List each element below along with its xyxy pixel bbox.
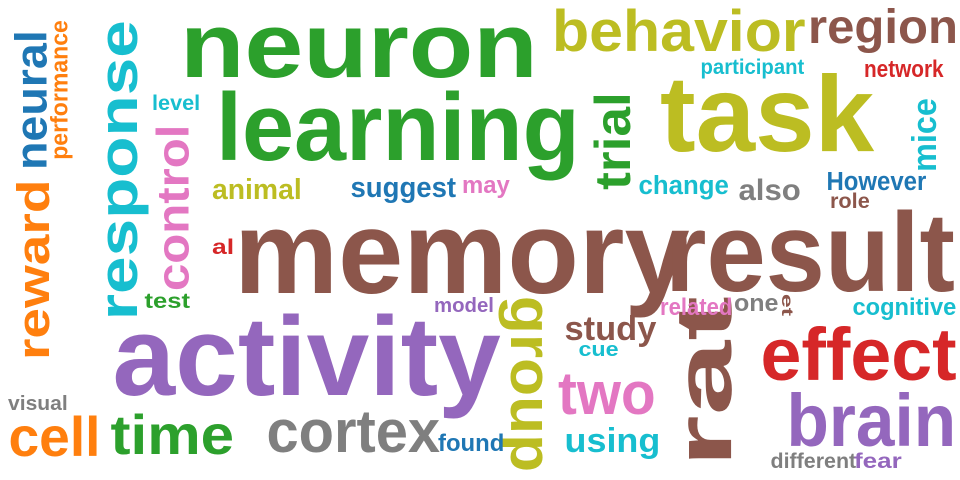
word-result: result (665, 189, 956, 315)
word-behavior: behavior (552, 0, 806, 64)
word-network: network (863, 56, 944, 83)
word-task: task (660, 53, 875, 174)
word-cell: cell (8, 406, 100, 468)
word-cognitive: cognitive (851, 294, 956, 321)
word-suggest: suggest (349, 172, 456, 204)
word-neuron: neuron (180, 0, 538, 97)
word-change: change (638, 170, 729, 200)
word-test: test (144, 288, 190, 313)
word-time: time (110, 404, 234, 466)
word-rat: rat (659, 295, 749, 468)
word-group: group (498, 295, 563, 473)
word-response: response (87, 20, 149, 321)
word-fear: fear (854, 448, 902, 473)
word-et: et (778, 293, 796, 317)
word-model: model (434, 295, 494, 317)
word-visual: visual (8, 393, 68, 415)
word-cortex: cortex (265, 398, 440, 465)
word-region: region (808, 1, 958, 54)
word-cue: cue (577, 339, 619, 361)
word-however: However (825, 166, 926, 196)
word-performance: performance (45, 20, 73, 160)
word-level: level (152, 90, 201, 115)
word-also: also (737, 174, 801, 207)
word-learning: learning (215, 74, 580, 181)
word-role: role (830, 188, 870, 213)
word-may: may (462, 172, 510, 199)
word-different: different (769, 448, 856, 473)
word-brain: brain (785, 379, 956, 462)
word-trial: trial (584, 92, 641, 190)
word-found: found (438, 430, 505, 457)
word-two: two (557, 360, 656, 427)
word-activity: activity (111, 293, 501, 419)
word-al: al (211, 234, 235, 259)
word-study: study (564, 310, 656, 348)
word-control: control (147, 124, 199, 292)
word-participant: participant (699, 54, 804, 79)
word-related: related (660, 294, 733, 321)
word-memory: memory (233, 187, 690, 319)
word-effect: effect (760, 313, 957, 396)
word-reward: reward (7, 179, 59, 361)
word-using: using (564, 422, 660, 460)
word-mice: mice (905, 98, 944, 172)
word-animal: animal (212, 174, 302, 206)
word-one: one (733, 290, 779, 317)
